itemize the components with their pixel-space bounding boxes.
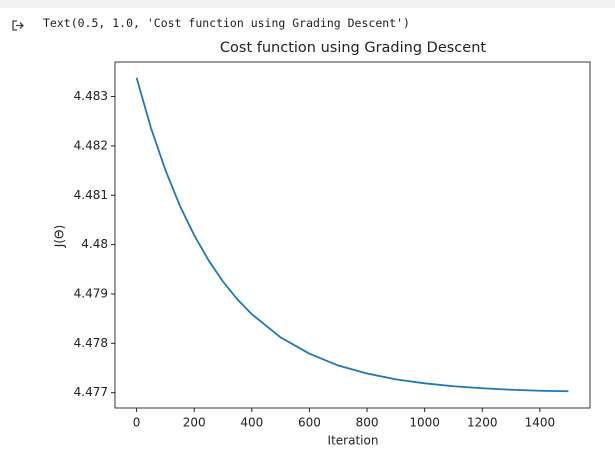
y-tick-label: 4.481 bbox=[74, 188, 108, 202]
output-icon bbox=[12, 20, 24, 31]
x-tick-label: 0 bbox=[133, 416, 141, 430]
x-tick-label: 1000 bbox=[409, 416, 440, 430]
x-tick-label: 800 bbox=[356, 416, 379, 430]
y-tick-label: 4.479 bbox=[74, 286, 108, 300]
x-tick-label: 400 bbox=[240, 416, 263, 430]
chart-title: Cost function using Grading Descent bbox=[220, 40, 487, 56]
plot-frame bbox=[114, 61, 591, 409]
output-text: Text(0.5, 1.0, 'Cost function using Grad… bbox=[43, 16, 410, 30]
x-axis-label: Iteration bbox=[328, 434, 379, 448]
x-tick-label: 1200 bbox=[467, 416, 498, 430]
y-tick-label: 4.48 bbox=[81, 237, 108, 251]
y-tick-label: 4.478 bbox=[74, 336, 108, 350]
y-axis-label: J(Θ) bbox=[53, 225, 67, 248]
y-tick-label: 4.482 bbox=[74, 138, 108, 152]
x-tick-label: 200 bbox=[183, 416, 206, 430]
x-tick-label: 1400 bbox=[525, 416, 556, 430]
cell-top-bar bbox=[0, 0, 615, 8]
y-tick-label: 4.483 bbox=[74, 89, 108, 103]
x-tick-label: 600 bbox=[298, 416, 321, 430]
y-tick-label: 4.477 bbox=[74, 385, 108, 399]
line bbox=[135, 77, 569, 393]
